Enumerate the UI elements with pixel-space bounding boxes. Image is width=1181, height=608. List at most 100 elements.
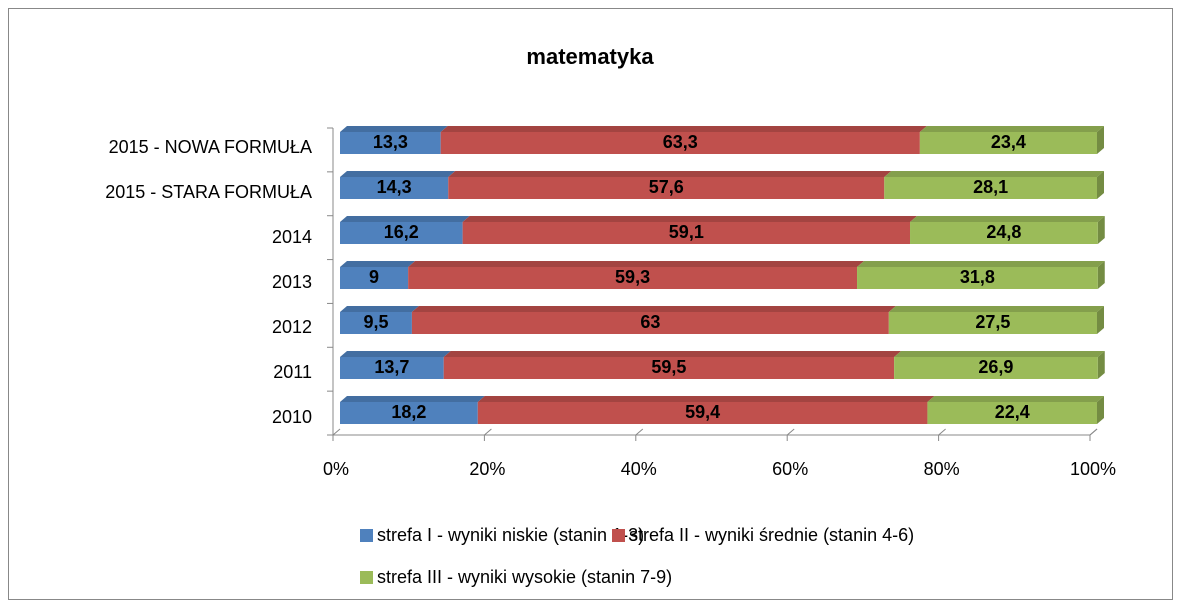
bar [340, 177, 449, 199]
bar [340, 402, 478, 424]
data-label: 59,5 [651, 357, 686, 377]
bar-top [477, 396, 935, 402]
data-label: 63 [640, 312, 660, 332]
bar [888, 312, 1097, 334]
data-label: 31,8 [960, 267, 995, 287]
bar [910, 222, 1098, 244]
bar-side [1097, 216, 1105, 244]
floor-line [484, 428, 492, 436]
floor-line [635, 428, 644, 436]
bar [919, 132, 1097, 154]
y-tick-label: 2011 [273, 362, 312, 382]
bar [448, 177, 885, 199]
data-label: 18,2 [391, 402, 426, 422]
data-label: 27,5 [975, 312, 1010, 332]
bar [408, 267, 858, 289]
bar-top [894, 351, 1105, 357]
bar [340, 222, 463, 244]
floor-line [332, 428, 341, 436]
data-label: 9 [369, 267, 379, 287]
x-tick-label: 80% [924, 459, 960, 479]
y-tick-label: 2014 [272, 227, 312, 247]
x-tick-label: 60% [772, 459, 808, 479]
bar-side [1097, 396, 1104, 424]
bar-top [411, 306, 896, 312]
chart-title: matematyka [526, 44, 654, 69]
legend-label: strefa III - wyniki wysokie (stanin 7-9) [377, 567, 672, 587]
bar [443, 357, 895, 379]
y-tick-label: 2015 - NOWA FORMUŁA [109, 137, 312, 157]
bar-segment [910, 216, 1105, 244]
data-label: 59,1 [669, 222, 704, 242]
bar-top [462, 216, 918, 222]
data-label: 16,2 [384, 222, 419, 242]
bar [340, 357, 444, 379]
bar-top [340, 396, 485, 402]
data-label: 26,9 [978, 357, 1013, 377]
chart-border [8, 8, 1173, 600]
bar-segment [443, 351, 902, 379]
bar-top [448, 171, 892, 177]
x-tick-label: 0% [323, 459, 349, 479]
legend-label: strefa II - wyniki średnie (stanin 4-6) [629, 525, 914, 545]
bar-top [340, 171, 456, 177]
bar-top [927, 396, 1104, 402]
bar [411, 312, 889, 334]
bar-top [340, 261, 416, 267]
bar [440, 132, 920, 154]
bar-top [340, 306, 419, 312]
x-tick-label: 100% [1070, 459, 1116, 479]
bar-segment [340, 261, 416, 289]
data-label: 13,7 [374, 357, 409, 377]
bar-segment [884, 171, 1104, 199]
bar-top [340, 351, 451, 357]
bar-segment [462, 216, 918, 244]
bar-segment [477, 396, 935, 424]
bar-segment [448, 171, 892, 199]
bar-segment [340, 126, 448, 154]
bar-side [1097, 171, 1104, 199]
bar-segment [919, 126, 1104, 154]
legend-label: strefa I - wyniki niskie (stanin 1-3) [377, 525, 644, 545]
data-label: 22,4 [995, 402, 1030, 422]
bar-side [1097, 306, 1104, 334]
legend-swatch [612, 529, 625, 542]
bar [340, 312, 412, 334]
bar-segment [408, 261, 865, 289]
bar-segment [927, 396, 1104, 424]
y-tick-label: 2013 [272, 272, 312, 292]
data-label: 9,5 [363, 312, 388, 332]
data-label: 57,6 [649, 177, 684, 197]
bar [884, 177, 1097, 199]
bar-segment [340, 351, 451, 379]
bar-side [1097, 351, 1105, 379]
bar-segment [440, 126, 927, 154]
bar [857, 267, 1098, 289]
data-label: 63,3 [663, 132, 698, 152]
data-label: 59,4 [685, 402, 720, 422]
bar-top [888, 306, 1104, 312]
bar [340, 132, 441, 154]
x-tick-label: 20% [469, 459, 505, 479]
bar-segment [340, 306, 419, 334]
bar-top [919, 126, 1104, 132]
bar [894, 357, 1098, 379]
data-label: 24,8 [986, 222, 1021, 242]
x-tick-label: 40% [621, 459, 657, 479]
y-tick-label: 2010 [272, 407, 312, 427]
bar [462, 222, 911, 244]
floor-line [1089, 428, 1098, 436]
bar-top [857, 261, 1105, 267]
floor-line [938, 428, 946, 436]
bar-segment [894, 351, 1105, 379]
data-label: 13,3 [373, 132, 408, 152]
bar [927, 402, 1097, 424]
bar-top [884, 171, 1104, 177]
bar-segment [888, 306, 1104, 334]
bar-top [910, 216, 1105, 222]
y-tick-label: 2012 [272, 317, 312, 337]
bar-top [340, 126, 448, 132]
bar-top [408, 261, 865, 267]
bar-segment [340, 171, 456, 199]
